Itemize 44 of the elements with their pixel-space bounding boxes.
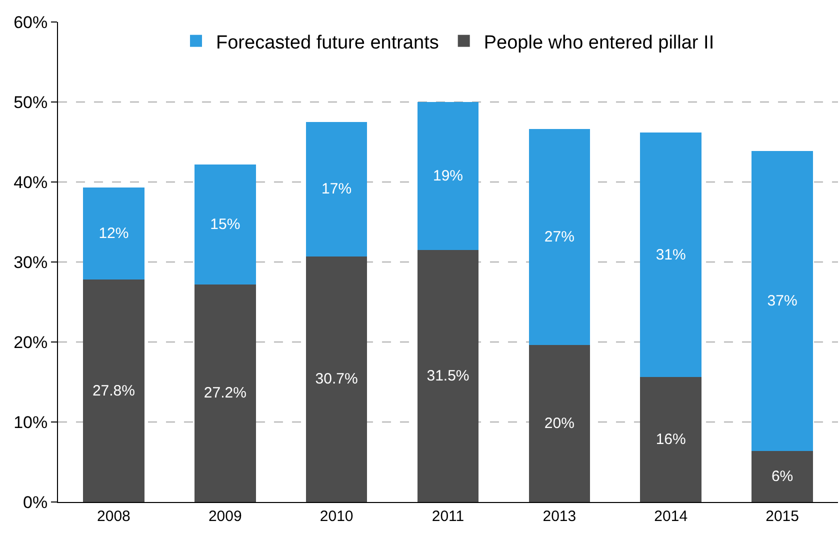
data-label: 37% — [767, 292, 798, 310]
y-tick-label: 50% — [14, 92, 48, 112]
x-tick-label: 2011 — [432, 508, 464, 525]
bar — [194, 164, 256, 284]
bar — [752, 450, 813, 502]
data-label: 30.7% — [315, 370, 358, 388]
bar — [417, 102, 479, 250]
bar — [194, 284, 256, 502]
bar — [417, 250, 479, 502]
data-label: 31% — [656, 246, 686, 264]
data-label: 12% — [98, 225, 129, 242]
bar — [83, 280, 144, 502]
x-tick-label: 2008 — [97, 508, 130, 525]
data-label: 19% — [432, 168, 464, 184]
bar — [306, 122, 368, 256]
bar — [528, 345, 590, 502]
bar — [83, 188, 144, 280]
x-tick-label: 2010 — [320, 508, 354, 525]
bar — [306, 256, 368, 502]
bar — [640, 132, 702, 378]
x-tick-label: 2014 — [654, 508, 688, 525]
data-label: 27.2% — [204, 384, 246, 402]
y-tick-label: 60% — [14, 12, 48, 32]
legend-label: People who entered pillar II — [484, 32, 714, 54]
data-label: 27.8% — [92, 382, 135, 400]
data-label: 20% — [544, 415, 574, 432]
y-tick-label: 20% — [14, 332, 48, 352]
x-tick-label: 2009 — [208, 508, 242, 525]
x-tick-label: 2015 — [766, 508, 799, 525]
data-label: 17% — [322, 180, 352, 198]
y-tick-label: 0% — [23, 492, 48, 512]
data-label: 27% — [544, 228, 574, 246]
bar — [528, 129, 590, 346]
legend-label: Forecasted future entrants — [216, 32, 439, 54]
y-tick-label: 30% — [14, 252, 48, 272]
data-label: 15% — [210, 216, 240, 233]
data-label: 31.5% — [426, 368, 470, 384]
data-label: 6% — [771, 468, 794, 485]
y-tick-label: 10% — [14, 412, 48, 432]
x-tick-label: 2013 — [542, 508, 576, 525]
bar — [640, 377, 702, 502]
data-label: 16% — [656, 431, 686, 448]
bar — [752, 150, 813, 451]
y-tick-label: 40% — [14, 172, 48, 192]
